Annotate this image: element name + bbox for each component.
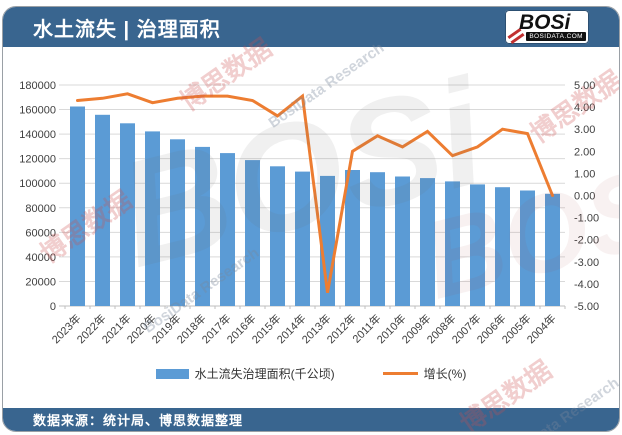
bar-2019年 <box>170 139 185 306</box>
chart-legend: 水土流失治理面积(千公顷) 增长(%) <box>3 365 619 382</box>
svg-text:20000: 20000 <box>25 276 56 288</box>
bar-2017年 <box>220 153 235 306</box>
bar-2011年 <box>370 172 385 306</box>
bar-series-swatch-icon <box>155 368 189 379</box>
bar-2020年 <box>145 131 160 306</box>
bar-2018年 <box>195 146 210 306</box>
bar-2008年 <box>445 181 460 306</box>
svg-text:40000: 40000 <box>25 252 56 264</box>
svg-text:-1.00: -1.00 <box>574 213 599 225</box>
legend-item-treated-area: 水土流失治理面积(千公顷) <box>155 365 335 382</box>
report-card: 水土流失 | 治理面积 BOSi BOSIDATA.COM BOSi BOSi … <box>2 6 620 432</box>
bar-2023年 <box>70 106 85 306</box>
bar-2022年 <box>95 114 110 306</box>
logo-domain: BOSIDATA.COM <box>526 32 586 41</box>
bosi-logo: BOSi BOSIDATA.COM <box>505 10 589 45</box>
legend-label-bars: 水土流失治理面积(千公顷) <box>194 367 335 381</box>
y-axis-right-labels: -5.00 -4.00 -3.00 -2.00 -1.00 0.00 1.00 2.00 3.0… <box>574 80 599 313</box>
data-source-note: 数据来源：统计局、博思数据整理 <box>33 413 244 428</box>
y-axis-left-labels: 0 20000 40000 60000 80000 100000 120000 140000 1… <box>19 80 56 313</box>
svg-text:160000: 160000 <box>19 105 56 117</box>
bar-2005年 <box>520 190 535 306</box>
x-axis-labels: 2023年2022年2021年2020年2019年2018年2017年2016年… <box>49 311 559 346</box>
bar-2021年 <box>120 123 135 306</box>
svg-text:0.00: 0.00 <box>574 191 595 203</box>
bar-2009年 <box>420 178 435 306</box>
bar-2012年 <box>345 170 360 306</box>
header: 水土流失 | 治理面积 BOSi BOSIDATA.COM <box>3 7 619 47</box>
bar-2014年 <box>295 171 310 306</box>
svg-text:140000: 140000 <box>19 129 56 141</box>
bar-2010年 <box>395 176 410 306</box>
growth-line <box>76 92 554 293</box>
svg-text:-4.00: -4.00 <box>574 279 599 291</box>
svg-text:0: 0 <box>50 301 56 313</box>
legend-item-growth: 增长(%) <box>382 365 467 382</box>
line-series-swatch-icon <box>382 372 418 375</box>
svg-text:2.00: 2.00 <box>574 146 595 158</box>
bar-2007年 <box>470 184 485 306</box>
x-axis-ticks <box>64 306 566 309</box>
svg-text:1.00: 1.00 <box>574 168 595 180</box>
chart-area: BOSi BOSi 博思数据 博思数据 博思数据 博思数据 BosiData R… <box>3 33 619 431</box>
bar-2015年 <box>270 166 285 306</box>
svg-text:100000: 100000 <box>19 178 56 190</box>
svg-text:4.00: 4.00 <box>574 102 595 114</box>
svg-text:60000: 60000 <box>25 227 56 239</box>
bar-2016年 <box>245 160 260 306</box>
svg-text:-3.00: -3.00 <box>574 257 599 269</box>
svg-text:5.00: 5.00 <box>574 80 595 92</box>
svg-text:180000: 180000 <box>19 80 56 92</box>
svg-text:-5.00: -5.00 <box>574 301 599 313</box>
svg-text:3.00: 3.00 <box>574 124 595 136</box>
footer: 数据来源：统计局、博思数据整理 <box>3 408 619 431</box>
svg-text:80000: 80000 <box>25 203 56 215</box>
combo-chart: 0 20000 40000 60000 80000 100000 120000 140000 1… <box>19 80 599 346</box>
svg-text:-2.00: -2.00 <box>574 235 599 247</box>
svg-text:120000: 120000 <box>19 154 56 166</box>
legend-label-line: 增长(%) <box>423 367 467 381</box>
bar-2006年 <box>495 187 510 306</box>
page-title: 水土流失 | 治理面积 <box>33 18 221 41</box>
bar-2004年 <box>545 193 560 306</box>
logo-wordmark: BOSi <box>519 11 571 34</box>
